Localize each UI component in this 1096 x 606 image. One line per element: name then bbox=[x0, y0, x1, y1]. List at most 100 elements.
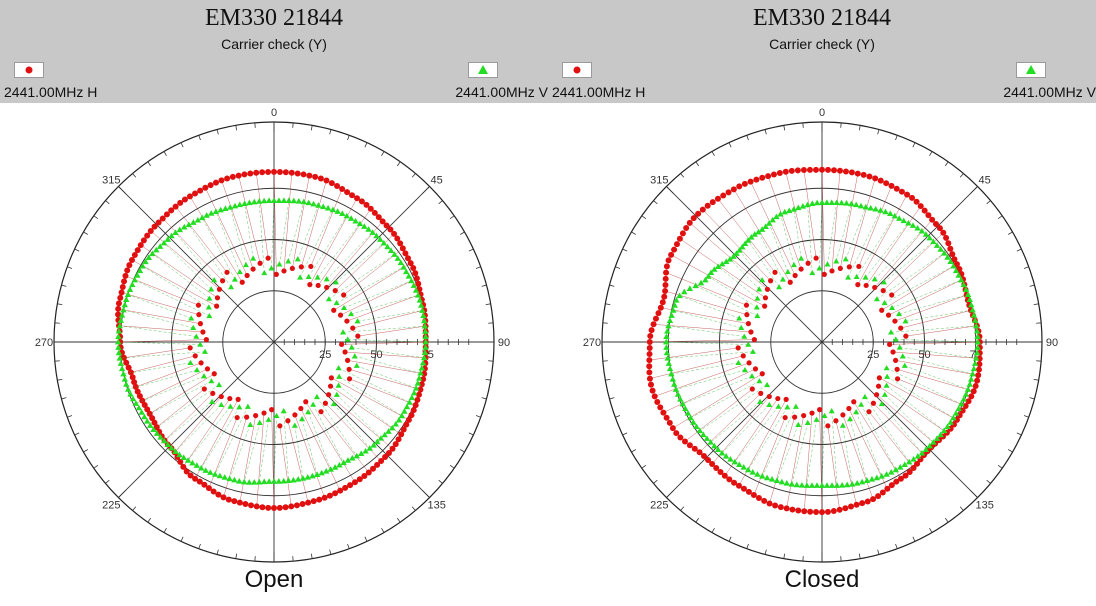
series-point bbox=[723, 258, 730, 265]
series-point bbox=[276, 504, 283, 511]
series-point bbox=[914, 224, 921, 231]
series-leader-line bbox=[118, 341, 201, 345]
series-leader-line bbox=[308, 215, 347, 277]
series-point bbox=[323, 177, 330, 184]
series-leader-line bbox=[881, 263, 958, 311]
series-leader-line bbox=[793, 209, 802, 259]
series-point bbox=[271, 505, 277, 512]
series-point bbox=[406, 399, 413, 405]
series-leader-line bbox=[333, 262, 411, 311]
series-leader-line bbox=[895, 339, 978, 343]
series-inner-marker bbox=[759, 277, 766, 283]
angle-tick bbox=[93, 464, 99, 469]
series-leader-line bbox=[865, 205, 921, 286]
angle-tick bbox=[481, 284, 487, 287]
series-point bbox=[398, 412, 406, 419]
series-leader-line bbox=[831, 170, 841, 271]
series-point bbox=[305, 499, 312, 506]
series-point bbox=[672, 386, 680, 392]
series-point bbox=[663, 344, 670, 350]
angle-tick bbox=[764, 129, 767, 135]
series-point bbox=[664, 355, 671, 361]
angle-tick bbox=[481, 397, 487, 400]
series-leader-line bbox=[134, 279, 210, 317]
angle-tick bbox=[459, 449, 465, 453]
series-inner-marker bbox=[330, 400, 337, 407]
series-point bbox=[138, 409, 145, 415]
series-leader-line bbox=[668, 325, 745, 337]
series-leader-line bbox=[183, 398, 231, 467]
series-point bbox=[665, 322, 672, 329]
series-point bbox=[313, 471, 321, 477]
angle-tick-label: 0 bbox=[271, 107, 277, 119]
series-point bbox=[354, 195, 361, 202]
angle-tick bbox=[216, 129, 219, 135]
series-leader-line bbox=[357, 325, 426, 337]
series-leader-line bbox=[244, 422, 261, 483]
series-inner-marker bbox=[863, 282, 869, 289]
series-inner-marker bbox=[313, 393, 320, 400]
series-point bbox=[969, 370, 976, 377]
series-point bbox=[380, 239, 388, 246]
series-inner-marker bbox=[305, 409, 312, 415]
series-leader-line bbox=[294, 425, 304, 479]
series-point bbox=[744, 237, 752, 243]
series-point bbox=[950, 414, 957, 421]
series-point bbox=[127, 391, 134, 397]
series-point bbox=[220, 494, 227, 501]
series-leader-line bbox=[201, 407, 240, 469]
legend-h-swatch-icon bbox=[562, 62, 592, 78]
series-point bbox=[356, 220, 364, 227]
series-point bbox=[765, 173, 772, 180]
angle-tick bbox=[615, 415, 621, 418]
angle-tick bbox=[783, 125, 786, 131]
series-point bbox=[949, 251, 956, 258]
series-inner-marker bbox=[779, 276, 786, 282]
series-point bbox=[825, 166, 832, 173]
angle-tick bbox=[67, 415, 73, 418]
series-point bbox=[192, 190, 199, 197]
series-point bbox=[280, 477, 287, 484]
series-leader-line bbox=[905, 325, 977, 337]
series-inner-marker bbox=[892, 318, 898, 324]
series-inner-marker bbox=[285, 418, 291, 424]
series-leader-line bbox=[785, 171, 809, 264]
series-point bbox=[362, 447, 369, 454]
series-point bbox=[147, 228, 154, 235]
series-point bbox=[773, 477, 781, 484]
series-point bbox=[129, 395, 137, 402]
series-point bbox=[145, 254, 152, 260]
series-leader-line bbox=[893, 351, 980, 359]
series-point bbox=[282, 504, 289, 511]
series-leader-line bbox=[803, 170, 817, 259]
series-point bbox=[420, 376, 427, 383]
series-point bbox=[882, 208, 889, 215]
series-point bbox=[970, 388, 977, 395]
series-leader-line bbox=[255, 172, 269, 259]
series-leader-line bbox=[149, 373, 215, 414]
series-inner-marker bbox=[355, 333, 361, 339]
series-point bbox=[414, 291, 422, 298]
series-point bbox=[671, 246, 678, 253]
series-point bbox=[309, 472, 316, 479]
series-point bbox=[665, 257, 672, 264]
series-leader-line bbox=[287, 201, 305, 262]
series-point bbox=[149, 415, 156, 422]
series-point bbox=[137, 242, 144, 249]
series-leader-line bbox=[884, 265, 954, 304]
series-point bbox=[702, 276, 709, 283]
angle-tick bbox=[198, 543, 201, 549]
series-inner-marker bbox=[816, 265, 823, 271]
series-point bbox=[414, 396, 421, 403]
series-point bbox=[745, 466, 752, 473]
series-point bbox=[959, 407, 966, 414]
series-point bbox=[768, 476, 776, 482]
angle-tick bbox=[475, 415, 481, 418]
series-point bbox=[412, 287, 420, 293]
series-point bbox=[960, 281, 967, 288]
series-inner-marker bbox=[193, 367, 200, 373]
angle-tick bbox=[622, 432, 628, 436]
angle-tick-label: 315 bbox=[102, 174, 120, 186]
series-leader-line bbox=[328, 254, 395, 300]
angle-tick-label: 135 bbox=[975, 500, 993, 512]
